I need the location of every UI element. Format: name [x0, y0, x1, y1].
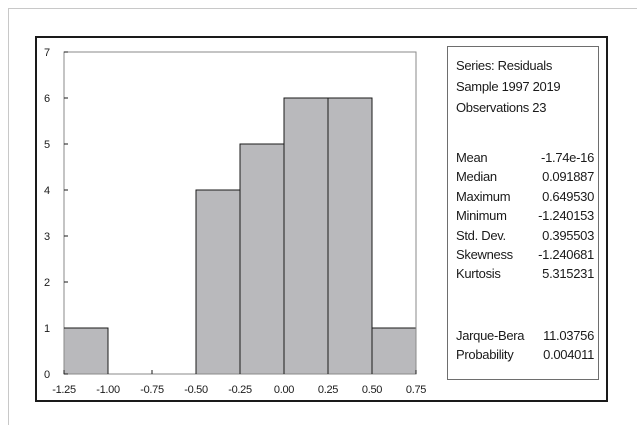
x-tick-label: -0.25 — [228, 384, 252, 396]
y-tick-label: 0 — [44, 369, 50, 381]
y-tick-label: 3 — [44, 231, 50, 243]
stat-value: 0.395503 — [542, 227, 594, 243]
page-border-top — [8, 8, 637, 9]
x-tick-label: 0.25 — [318, 384, 338, 396]
stat-label: Skewness — [456, 246, 513, 262]
stat-value: 0.004011 — [543, 347, 594, 363]
histogram-bar — [239, 143, 285, 375]
x-tick-label: -1.00 — [96, 384, 120, 396]
stat-row-skewness: Skewness -1.240681 — [456, 245, 594, 264]
page-border-left — [8, 8, 9, 425]
stat-label: Minimum — [456, 208, 507, 224]
histogram-bar — [371, 327, 417, 375]
descriptive-stats-table: Mean -1.74e-16 Median 0.091887 Maximum 0… — [456, 148, 594, 284]
x-tick-label: -0.50 — [184, 384, 208, 396]
normality-test-table: Jarque-Bera 11.03756 Probability 0.00401… — [456, 326, 594, 365]
y-tick-label: 6 — [44, 93, 50, 105]
stat-row-maximum: Maximum 0.649530 — [456, 187, 594, 206]
y-tick-label: 5 — [44, 139, 50, 151]
bars-layer — [63, 97, 417, 375]
y-axis: 0 1 2 3 4 5 6 7 — [44, 47, 68, 381]
stat-value: -1.240153 — [538, 208, 594, 224]
stat-value: 0.649530 — [542, 188, 594, 204]
y-tick-label: 4 — [44, 185, 50, 197]
stat-label: Mean — [456, 150, 488, 165]
stat-label: Probability — [456, 347, 514, 363]
stat-label: Median — [456, 169, 497, 185]
x-tick-label: -0.75 — [140, 384, 164, 396]
x-tick-label: -1.25 — [52, 384, 76, 396]
histogram-bar — [327, 97, 373, 375]
histogram-bar — [195, 189, 241, 375]
stat-value: -1.74e-16 — [541, 150, 594, 165]
observations-count: Observations 23 — [456, 100, 547, 115]
stat-label: Jarque-Bera — [456, 328, 525, 343]
stat-value: 5.315231 — [542, 266, 594, 282]
x-tick-label: 0.75 — [406, 384, 426, 396]
stat-row-probability: Probability 0.004011 — [456, 345, 594, 364]
y-tick-label: 2 — [44, 277, 50, 289]
stat-row-jarque-bera: Jarque-Bera 11.03756 — [456, 326, 594, 345]
stat-row-minimum: Minimum -1.240153 — [456, 206, 594, 225]
stat-value: -1.240681 — [538, 246, 594, 262]
statistics-panel: Series: Residuals Sample 1997 2019 Obser… — [447, 46, 599, 380]
x-tick-label: 0.50 — [362, 384, 382, 396]
y-tick-label: 7 — [44, 47, 50, 59]
stat-row-kurtosis: Kurtosis 5.315231 — [456, 264, 594, 283]
stat-label: Kurtosis — [456, 266, 501, 282]
stat-row-std-dev: Std. Dev. 0.395503 — [456, 226, 594, 245]
stat-label: Maximum — [456, 188, 511, 204]
x-axis: -1.25 -1.00 -0.75 -0.50 -0.25 0.00 0.25 0.50 0.7… — [52, 370, 427, 396]
y-tick-label: 1 — [44, 323, 50, 335]
histogram-bar — [63, 327, 109, 375]
series-name: Series: Residuals — [456, 58, 553, 73]
stat-row-mean: Mean -1.74e-16 — [456, 148, 594, 167]
x-tick-label: 0.00 — [274, 384, 294, 396]
sample-range: Sample 1997 2019 — [456, 79, 561, 94]
stat-value: 0.091887 — [542, 169, 594, 185]
stat-value: 11.03756 — [543, 328, 594, 343]
stat-label: Std. Dev. — [456, 227, 506, 243]
stat-row-median: Median 0.091887 — [456, 167, 594, 186]
series-info: Series: Residuals Sample 1997 2019 Obser… — [456, 55, 561, 118]
histogram-bar — [283, 97, 329, 375]
